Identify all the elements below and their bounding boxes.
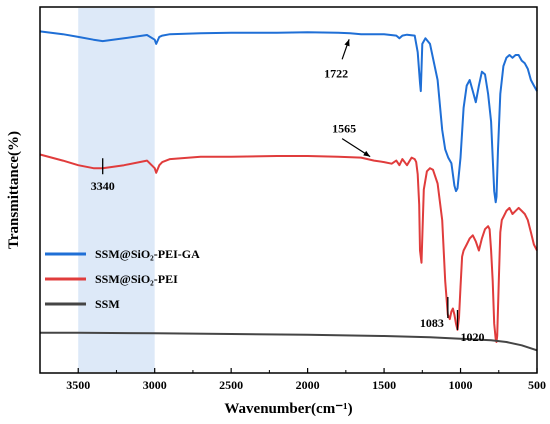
series-line-1 [39,153,538,343]
series-line-2 [40,331,538,352]
annotation-layer: 1722 1565 3340 1083 1020 [91,39,484,344]
annotation-label-1565: 1565 [332,122,356,136]
annotation-label-1083: 1083 [420,316,444,330]
x-tick-label: 3000 [143,378,167,392]
x-tick-label: 3500 [66,378,90,392]
series-layer [39,30,538,352]
series-line-0 [39,30,538,204]
annotation-label-3340: 3340 [91,179,115,193]
x-tick-label: 1000 [449,378,473,392]
legend-label-2: SSM [95,297,120,311]
legend-label-1: SSM@SiO₂-PEI [95,272,178,286]
x-tick-label: 500 [528,378,546,392]
annotation-arrow-1722-head [344,39,350,47]
highlight-band-layer [78,8,155,372]
highlight-band [78,8,155,372]
x-tick-label: 2500 [219,378,243,392]
y-axis-title: Transmittance(%) [6,131,22,249]
legend: SSM@SiO₂-PEI-GA SSM@SiO₂-PEI SSM [45,247,200,311]
x-axis-title: Wavenumber(cm⁻¹) [224,401,352,417]
annotation-label-1722: 1722 [324,66,348,80]
annotation-arrow-1565-head [363,150,371,157]
annotation-label-1020: 1020 [460,330,484,344]
plot-frame [39,6,538,374]
x-tick-label: 1500 [372,378,396,392]
legend-label-0: SSM@SiO₂-PEI-GA [95,247,200,261]
x-axis: 3500 3000 2500 2000 1500 1000 500 [66,368,546,392]
x-tick-label: 2000 [296,378,320,392]
